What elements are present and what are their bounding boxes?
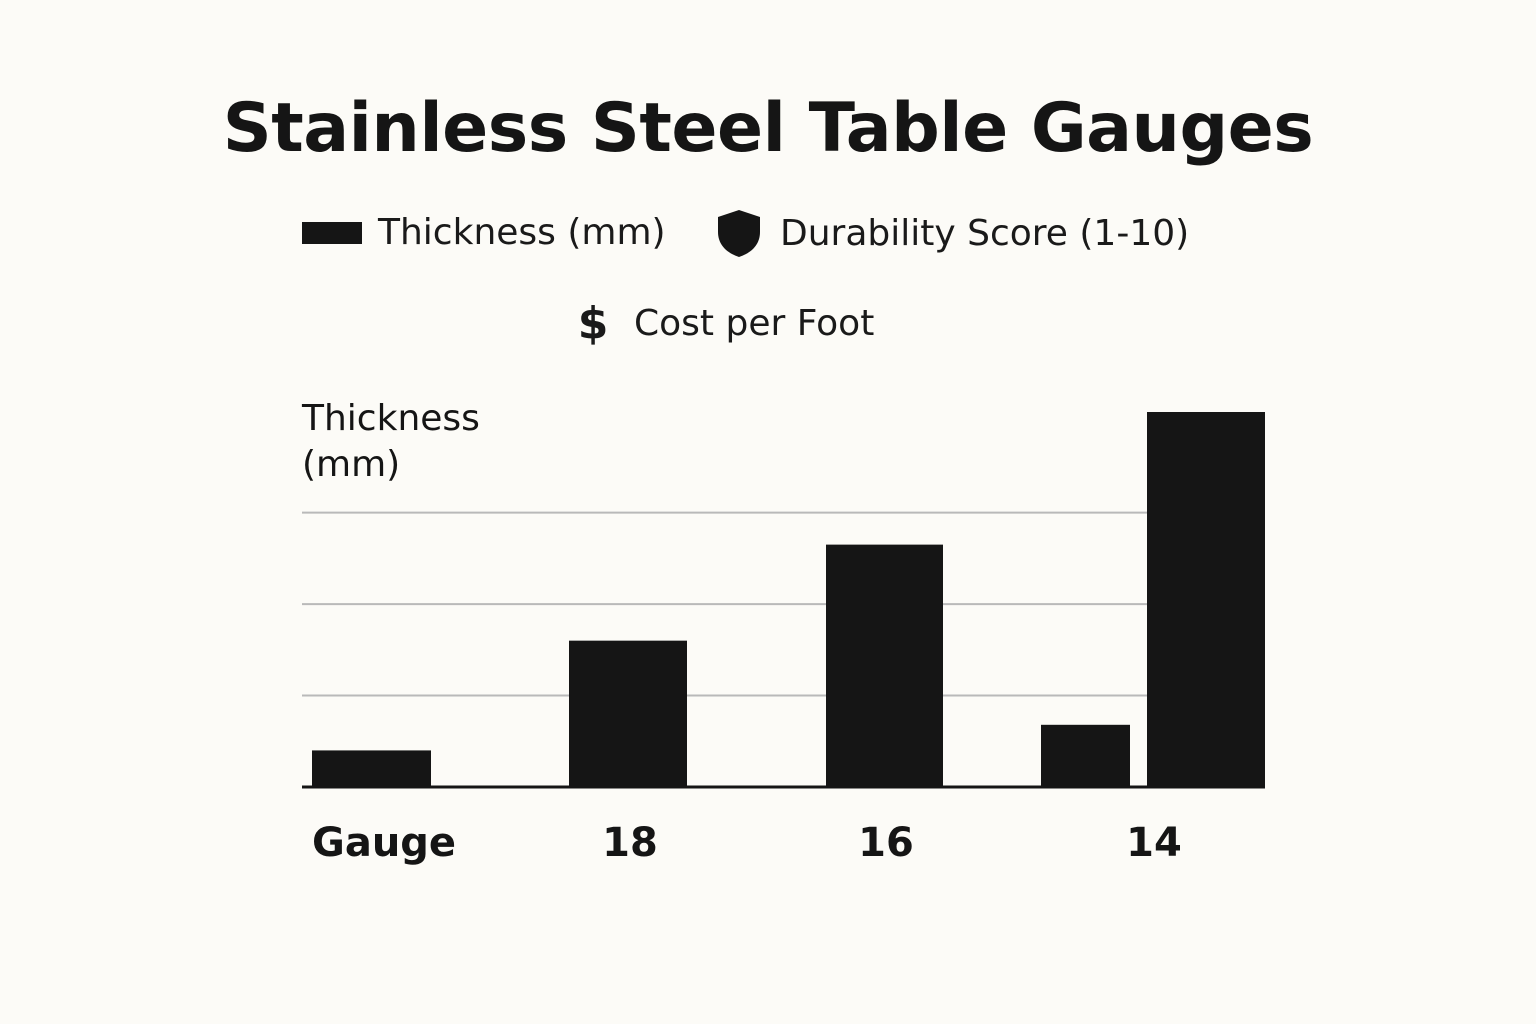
legend-label-thickness: Thickness (mm) xyxy=(378,212,666,253)
gridlines xyxy=(302,511,1147,697)
x-tick-label-14: 14 xyxy=(1126,820,1182,866)
legend-item-cost: $ Cost per Foot xyxy=(570,298,875,349)
x-tick-label-16: 16 xyxy=(858,820,914,866)
x-axis-label: Gauge xyxy=(312,820,456,866)
y-axis-label-line-1: Thickness xyxy=(301,398,480,439)
bar-5 xyxy=(1147,412,1265,787)
bar-2 xyxy=(569,640,687,787)
shield-icon xyxy=(718,210,760,257)
dollar-icon: $ xyxy=(577,298,609,349)
chart-title: Stainless Steel Table Gauges xyxy=(222,89,1314,168)
legend-label-cost: Cost per Foot xyxy=(634,303,875,344)
legend-item-thickness: Thickness (mm) xyxy=(302,212,666,253)
bar-1 xyxy=(312,750,431,787)
legend-label-durability: Durability Score (1-10) xyxy=(780,212,1190,254)
bar-3 xyxy=(826,544,943,787)
x-tick-label-18: 18 xyxy=(602,820,658,866)
bars xyxy=(312,412,1265,787)
y-axis-label-line-2: (mm) xyxy=(302,444,400,485)
bar-4 xyxy=(1041,724,1130,787)
bar-swatch-icon xyxy=(302,221,362,244)
legend-item-durability: Durability Score (1-10) xyxy=(716,208,1189,258)
